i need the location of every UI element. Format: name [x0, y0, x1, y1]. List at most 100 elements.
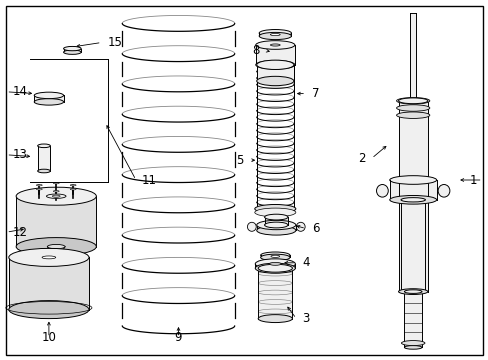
Ellipse shape — [296, 222, 305, 231]
Bar — [409, 13, 415, 347]
Ellipse shape — [270, 33, 280, 36]
Ellipse shape — [26, 253, 35, 255]
Ellipse shape — [34, 99, 63, 105]
Ellipse shape — [36, 184, 42, 186]
Ellipse shape — [38, 144, 50, 148]
Text: 5: 5 — [236, 154, 243, 167]
Ellipse shape — [260, 254, 289, 261]
Ellipse shape — [62, 253, 71, 255]
Ellipse shape — [35, 254, 62, 261]
Ellipse shape — [247, 222, 256, 231]
Ellipse shape — [255, 263, 295, 273]
Ellipse shape — [44, 251, 53, 253]
Ellipse shape — [52, 195, 60, 197]
Ellipse shape — [258, 264, 292, 272]
Ellipse shape — [16, 187, 96, 205]
Bar — [404, 292, 421, 347]
Text: 13: 13 — [12, 148, 27, 161]
Bar — [9, 257, 89, 310]
Ellipse shape — [389, 176, 436, 184]
Ellipse shape — [54, 257, 59, 258]
Ellipse shape — [267, 63, 282, 67]
Bar — [255, 45, 294, 65]
Bar — [256, 225, 295, 230]
Bar — [400, 200, 425, 292]
Ellipse shape — [270, 44, 280, 46]
Ellipse shape — [53, 183, 59, 184]
Ellipse shape — [62, 260, 71, 262]
Ellipse shape — [398, 289, 427, 294]
Ellipse shape — [29, 190, 83, 202]
Ellipse shape — [404, 290, 421, 293]
Ellipse shape — [396, 105, 429, 111]
Ellipse shape — [46, 194, 66, 198]
Ellipse shape — [70, 189, 76, 190]
Ellipse shape — [63, 50, 81, 54]
Ellipse shape — [38, 169, 50, 173]
Ellipse shape — [9, 248, 89, 266]
Bar — [398, 101, 427, 292]
Ellipse shape — [396, 98, 429, 104]
Ellipse shape — [401, 341, 424, 346]
Bar — [34, 95, 63, 102]
Ellipse shape — [256, 220, 295, 230]
Ellipse shape — [400, 198, 425, 202]
Ellipse shape — [259, 30, 291, 37]
Ellipse shape — [255, 41, 294, 49]
Ellipse shape — [259, 32, 291, 40]
Text: 14: 14 — [12, 85, 27, 98]
Ellipse shape — [63, 46, 81, 51]
Text: 8: 8 — [251, 44, 259, 57]
Ellipse shape — [254, 204, 295, 213]
Ellipse shape — [264, 222, 287, 228]
Text: 6: 6 — [311, 222, 319, 235]
Ellipse shape — [43, 94, 55, 97]
Text: 3: 3 — [302, 312, 309, 325]
Ellipse shape — [42, 256, 56, 259]
Ellipse shape — [70, 256, 79, 258]
Ellipse shape — [19, 256, 28, 258]
Ellipse shape — [36, 189, 42, 190]
Ellipse shape — [269, 262, 281, 265]
Ellipse shape — [26, 260, 35, 262]
Text: 4: 4 — [302, 256, 309, 269]
Ellipse shape — [16, 238, 96, 256]
Ellipse shape — [437, 184, 449, 197]
Text: 9: 9 — [174, 331, 182, 344]
Ellipse shape — [376, 184, 387, 197]
Ellipse shape — [53, 190, 59, 192]
Ellipse shape — [70, 184, 76, 186]
Bar — [389, 180, 436, 200]
Ellipse shape — [400, 289, 425, 294]
Bar — [38, 146, 50, 171]
Ellipse shape — [69, 48, 76, 49]
Ellipse shape — [255, 60, 294, 69]
Text: 2: 2 — [358, 152, 365, 165]
Ellipse shape — [404, 346, 421, 349]
Ellipse shape — [269, 215, 283, 219]
Bar — [256, 65, 293, 81]
Ellipse shape — [255, 259, 295, 269]
Text: 15: 15 — [107, 36, 122, 49]
Bar — [264, 217, 287, 225]
Ellipse shape — [389, 195, 436, 204]
Ellipse shape — [396, 112, 429, 118]
Ellipse shape — [44, 261, 53, 264]
Ellipse shape — [256, 60, 293, 69]
Text: 7: 7 — [311, 87, 319, 100]
Ellipse shape — [256, 226, 295, 235]
Ellipse shape — [256, 76, 293, 86]
Ellipse shape — [47, 244, 65, 249]
Ellipse shape — [254, 208, 295, 217]
Bar — [258, 268, 292, 319]
Text: 1: 1 — [468, 174, 476, 186]
Text: 11: 11 — [142, 174, 157, 186]
Ellipse shape — [260, 252, 289, 258]
Bar — [16, 196, 96, 247]
Ellipse shape — [264, 214, 287, 220]
Ellipse shape — [258, 315, 292, 323]
Text: 12: 12 — [12, 226, 27, 239]
Ellipse shape — [270, 255, 279, 257]
Ellipse shape — [9, 301, 89, 319]
Bar — [63, 49, 81, 52]
